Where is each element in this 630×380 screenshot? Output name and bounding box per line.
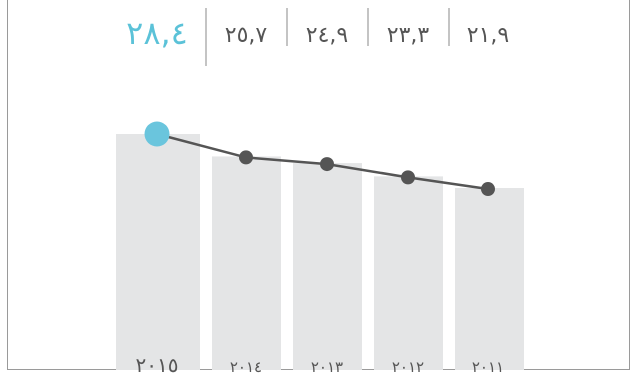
year-label: ٢٠١٣ xyxy=(311,358,343,376)
bar-4 xyxy=(455,188,524,370)
value-label: ٢٤,٩ xyxy=(306,23,348,48)
value-label: ٢٥,٧ xyxy=(225,23,268,48)
year-label: ٢٠١٥ xyxy=(136,353,179,377)
value-label: ٢١,٩ xyxy=(467,23,509,48)
marker-point xyxy=(401,170,415,185)
value-label: ٢٨,٤ xyxy=(126,14,188,52)
bar-3 xyxy=(374,176,443,370)
bar-0 xyxy=(116,134,200,370)
value-label: ٢٣,٣ xyxy=(387,23,430,48)
bar-2 xyxy=(293,163,362,370)
year-label: ٢٠١١ xyxy=(472,358,504,376)
year-label: ٢٠١٢ xyxy=(392,358,424,376)
year-label: ٢٠١٤ xyxy=(230,358,262,376)
marker-point xyxy=(320,157,334,172)
marker-point xyxy=(481,182,495,197)
marker-point xyxy=(239,150,253,165)
marker-point-highlight xyxy=(144,121,170,147)
bar-1 xyxy=(212,156,281,370)
